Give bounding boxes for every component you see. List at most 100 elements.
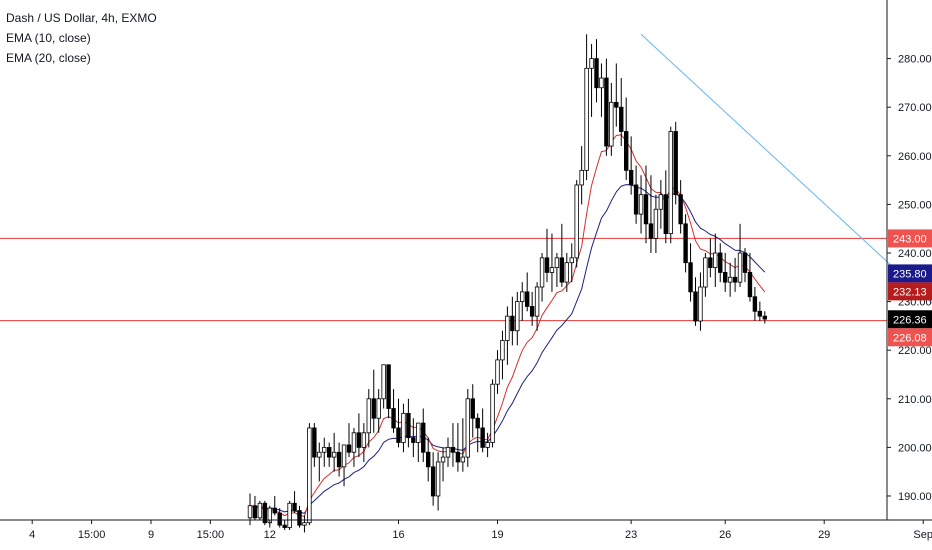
candle: [757, 301, 763, 322]
candle-body: [465, 398, 470, 458]
candle: [425, 437, 431, 482]
legend-ema20[interactable]: EMA (20, close): [6, 51, 91, 65]
y-tick-label-6: 250.00: [898, 199, 932, 211]
candle: [658, 180, 664, 229]
candle: [495, 350, 500, 394]
candle: [376, 389, 381, 433]
candle-body: [658, 194, 664, 210]
price-tag-4: 226.08: [888, 328, 932, 347]
candle-body: [594, 58, 599, 89]
x-tick-label-6: 19: [491, 529, 503, 541]
price-tag-1: 235.80: [888, 264, 932, 283]
candle: [742, 248, 748, 283]
candle: [346, 423, 352, 458]
candle: [510, 296, 515, 346]
candle-body: [346, 444, 352, 453]
candle-body: [495, 359, 500, 385]
candle: [277, 508, 282, 528]
candle-body: [663, 194, 668, 234]
candle: [257, 500, 263, 521]
ema10-line: [249, 134, 766, 518]
y-tick-label-7: 260.00: [898, 151, 932, 163]
candle: [396, 398, 401, 448]
candle: [762, 311, 767, 324]
candle: [312, 423, 317, 467]
candle: [683, 214, 688, 273]
candle: [599, 63, 604, 117]
candle-body: [727, 276, 733, 283]
candle-body: [693, 291, 698, 322]
candle: [411, 418, 416, 458]
candle-body: [361, 432, 367, 448]
candle-body: [411, 437, 416, 443]
horizontal-lines: [0, 237, 887, 322]
candle: [525, 272, 530, 312]
legend-symbol[interactable]: Dash / US Dollar, 4h, EXMO: [6, 11, 157, 25]
x-tick-label-9: 29: [818, 529, 830, 541]
candle: [252, 495, 258, 521]
candle-body: [564, 262, 569, 283]
candle-body: [371, 398, 376, 419]
candle-body: [312, 427, 317, 458]
candle-body: [549, 267, 555, 273]
candle: [282, 520, 287, 530]
candle: [490, 379, 495, 448]
legend-ema10[interactable]: EMA (10, close): [6, 31, 91, 45]
price-tag-label: 226.08: [893, 332, 927, 344]
candle: [554, 252, 560, 288]
candle: [594, 39, 599, 103]
x-tick-label-10: Sep: [913, 529, 932, 541]
candle-body: [475, 417, 480, 429]
candle-body: [718, 252, 723, 273]
candle-body: [381, 364, 386, 400]
candle-body: [302, 522, 307, 526]
candle-body: [421, 422, 426, 453]
candle: [732, 257, 738, 292]
candle-body: [624, 131, 629, 171]
candle: [718, 243, 723, 283]
candle-body: [544, 257, 550, 273]
candle-body: [351, 432, 357, 453]
price-axis[interactable]: 190.00200.00210.00220.00230.00240.00250.…: [886, 0, 932, 520]
candle: [366, 389, 371, 448]
candle: [708, 238, 713, 278]
candle: [564, 252, 569, 292]
candle: [549, 233, 555, 292]
x-tick-label-0: 4: [29, 529, 35, 541]
candle: [302, 515, 307, 533]
candle: [371, 369, 376, 433]
y-tick-label-0: 190.00: [898, 491, 932, 503]
candle-body: [723, 272, 728, 283]
candle: [520, 282, 525, 322]
candle-body: [643, 194, 649, 225]
candles: [247, 34, 767, 533]
candle: [500, 330, 505, 380]
candle: [633, 165, 639, 224]
candle-body: [742, 252, 748, 273]
candle-body: [272, 507, 277, 514]
candle-body: [416, 422, 421, 443]
candle-body: [678, 194, 683, 225]
candle-body: [282, 524, 287, 528]
candle-body: [425, 451, 431, 468]
candle: [663, 170, 668, 244]
candle: [673, 121, 678, 205]
candle-body: [703, 257, 708, 288]
candle: [727, 262, 733, 297]
candle-body: [480, 427, 485, 448]
candle-body: [317, 451, 322, 458]
candle: [445, 437, 451, 467]
candle-body: [638, 194, 644, 215]
candle: [317, 442, 322, 482]
candle: [698, 272, 703, 331]
candle: [559, 223, 565, 288]
candle: [604, 58, 609, 156]
candle: [747, 252, 753, 302]
price-tags: 243.00 235.80 232.13 226.36 226.08: [888, 229, 932, 347]
candle-body: [376, 398, 381, 419]
candle: [569, 243, 574, 283]
price-tag-bg: [888, 282, 932, 301]
candle: [643, 165, 649, 244]
